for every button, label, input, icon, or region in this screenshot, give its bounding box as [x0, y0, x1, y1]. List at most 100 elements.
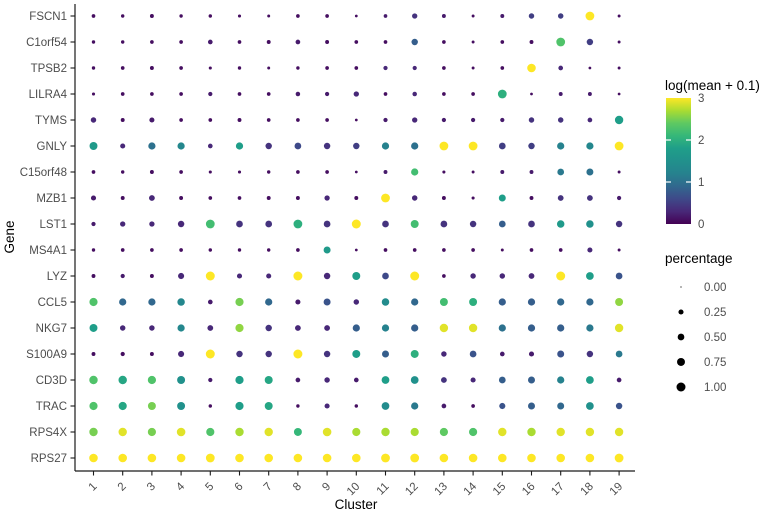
expression-dot	[324, 91, 330, 97]
expression-dot	[325, 66, 329, 70]
expression-dot	[179, 14, 183, 18]
expression-dot	[586, 324, 594, 332]
expression-dot	[439, 323, 449, 333]
expression-dot	[119, 325, 126, 331]
expression-dot	[235, 297, 244, 307]
size-legend-dot	[678, 309, 684, 315]
expression-dot	[410, 220, 419, 228]
x-tick-label-12: 12	[403, 481, 421, 499]
x-tick-label-3: 3	[145, 481, 158, 494]
expression-dot	[557, 350, 565, 358]
x-tick-label-5: 5	[203, 481, 216, 494]
expression-dot	[383, 92, 388, 96]
expression-dot	[236, 273, 243, 279]
size-legend-dot	[677, 333, 685, 341]
expression-dot	[354, 66, 359, 70]
expression-dot	[381, 142, 390, 150]
expression-dot	[325, 40, 330, 44]
expression-dot	[556, 453, 565, 463]
x-axis-title: Cluster	[335, 497, 378, 512]
expression-dot	[441, 351, 447, 357]
expression-dot	[614, 427, 624, 437]
expression-dot	[381, 298, 390, 306]
expression-dot	[89, 324, 98, 332]
expression-dot	[617, 40, 621, 44]
x-tick-label-16: 16	[520, 481, 538, 499]
expression-dot	[527, 298, 536, 306]
color-legend: log(mean + 0.1) 3 2 1 0	[665, 78, 760, 231]
expression-dot	[265, 298, 273, 306]
expression-dot	[412, 91, 417, 97]
expression-dot	[147, 375, 156, 385]
expression-dot	[439, 141, 449, 151]
expression-dot	[293, 271, 303, 281]
expression-dot	[120, 248, 125, 252]
expression-dot	[585, 427, 595, 437]
expression-dot	[235, 142, 244, 150]
axes: FSCN1 C1orf54 TPSB2 LILRA4 TYMS GNLY C15orf48 M…	[20, 4, 635, 498]
expression-dot	[120, 14, 125, 18]
expression-dot	[617, 170, 621, 174]
expression-dot	[471, 14, 475, 18]
size-legend-label: 0.50	[704, 332, 726, 344]
expression-dot	[529, 248, 534, 252]
expression-dot	[558, 92, 563, 96]
expression-dot	[266, 40, 271, 44]
expression-dot	[323, 350, 331, 358]
expression-dot	[91, 92, 96, 96]
expression-dot	[150, 40, 154, 44]
expression-dot	[325, 170, 329, 174]
expression-dot	[586, 402, 594, 410]
x-tick-label-7: 7	[262, 481, 275, 494]
expression-dot	[353, 377, 359, 383]
expression-dot	[178, 350, 185, 358]
expression-dot	[149, 14, 154, 18]
expression-dot	[296, 170, 300, 174]
expression-dot	[558, 65, 564, 71]
expression-dot	[383, 170, 388, 174]
colorbar-tick-label: 1	[698, 177, 704, 189]
expression-dot	[500, 170, 505, 174]
expression-dot	[354, 248, 358, 252]
color-legend-title: log(mean + 0.1)	[665, 78, 760, 93]
x-tick-label-15: 15	[491, 481, 509, 499]
expression-dot	[323, 298, 331, 306]
y-tick-label-NKG7: NKG7	[36, 323, 67, 335]
y-tick-label-MS4A1: MS4A1	[29, 245, 67, 257]
expression-dot	[471, 92, 475, 96]
expression-dot	[439, 298, 448, 306]
expression-dot	[324, 377, 330, 383]
expression-dot	[237, 196, 242, 200]
size-legend: percentage 0.00 0.25 0.50 0.75 1.00	[665, 251, 733, 394]
expression-dot	[528, 117, 535, 123]
size-legend-dot	[680, 286, 682, 288]
expression-dot	[615, 350, 623, 358]
expression-dot	[498, 427, 507, 437]
expression-dot	[266, 118, 271, 122]
expression-dot	[498, 298, 506, 306]
expression-dot	[468, 323, 478, 333]
expression-dot	[381, 376, 390, 384]
expression-dot	[205, 219, 215, 229]
expression-dot	[469, 298, 478, 306]
expression-dot	[412, 65, 417, 71]
expression-dot	[120, 40, 125, 44]
expression-dot	[586, 376, 594, 384]
expression-dot	[120, 143, 126, 149]
expression-dot	[381, 193, 390, 203]
expression-dot	[323, 246, 331, 254]
expression-dot	[323, 142, 331, 150]
expression-dot	[410, 376, 419, 384]
x-tick-label-6: 6	[233, 481, 246, 494]
expression-dot	[381, 453, 390, 463]
expression-dot	[500, 66, 505, 70]
expression-dot	[235, 427, 244, 437]
expression-dot	[296, 14, 300, 18]
expression-dot	[147, 427, 156, 437]
expression-dot	[118, 427, 127, 437]
expression-dot	[353, 299, 360, 305]
expression-dot	[586, 168, 594, 176]
expression-dot	[614, 453, 624, 463]
